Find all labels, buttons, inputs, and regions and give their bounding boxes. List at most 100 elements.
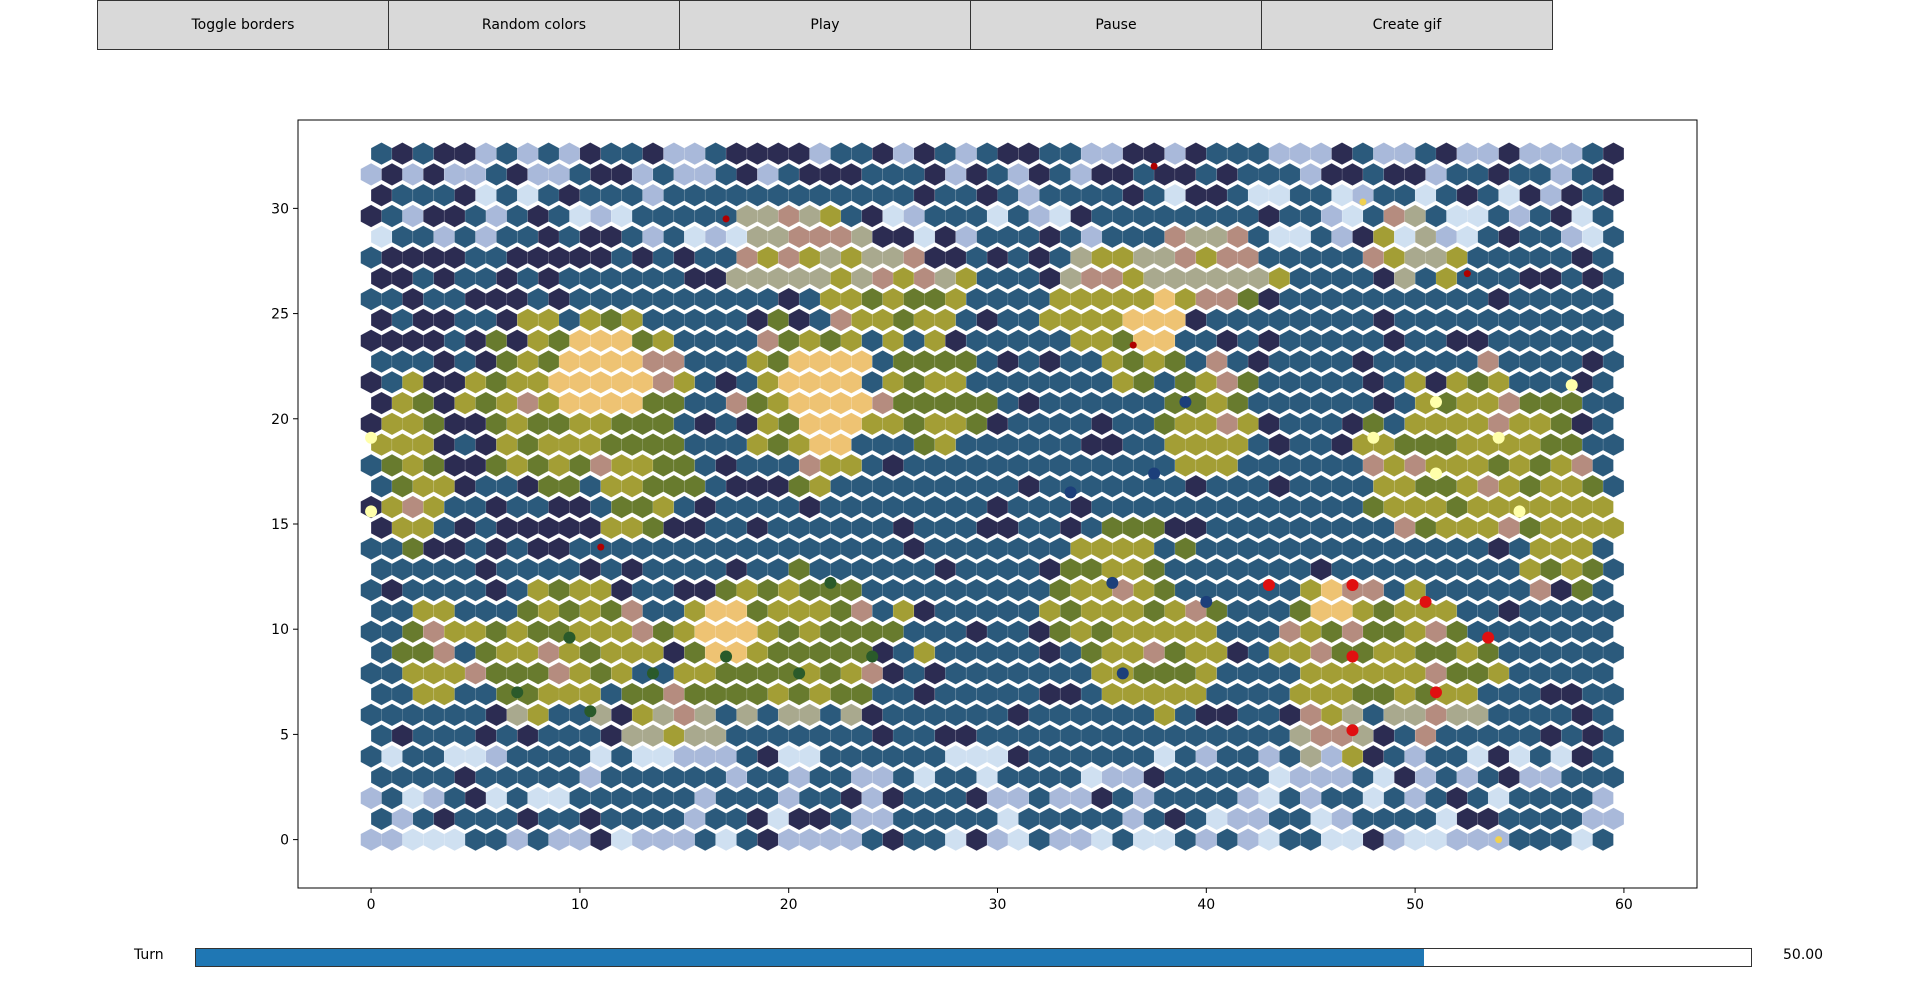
hex-tile <box>579 599 602 623</box>
hex-tile <box>694 578 716 602</box>
hex-tile <box>965 703 988 727</box>
hex-tile <box>610 828 633 852</box>
hex-tile <box>443 370 466 394</box>
hex-tile <box>955 266 977 290</box>
hex-tile <box>590 246 612 270</box>
hex-tile <box>777 453 800 477</box>
hex-tile <box>694 620 716 644</box>
hex-tile <box>1226 557 1249 581</box>
hex-tile <box>1143 433 1165 457</box>
hex-tile <box>944 661 967 685</box>
hex-tile <box>1456 724 1478 748</box>
random-colors-button[interactable]: Random colors <box>388 0 680 50</box>
hex-tile <box>1581 433 1604 457</box>
hex-tile <box>1383 412 1405 436</box>
hex-tile <box>777 578 800 602</box>
hex-tile <box>527 453 549 477</box>
city-marker <box>1463 270 1471 278</box>
hex-tile <box>736 828 758 852</box>
hex-tile <box>1394 225 1416 249</box>
hex-tile <box>746 350 769 374</box>
hex-tile <box>1143 682 1165 706</box>
hex-tile <box>903 453 925 477</box>
hex-tile <box>1352 350 1374 374</box>
hex-tile <box>1268 266 1291 290</box>
hex-tile <box>443 620 466 644</box>
hex-tile <box>663 350 685 374</box>
hex-tile <box>1550 620 1572 644</box>
hex-tile <box>851 266 873 290</box>
hex-tile <box>1561 557 1583 581</box>
hex-tile <box>683 516 706 540</box>
y-tick-label: 0 <box>280 833 289 849</box>
hex-tile <box>443 412 466 436</box>
hex-tile <box>454 391 476 415</box>
hex-tile <box>1362 744 1384 768</box>
hex-tile <box>1602 807 1625 831</box>
hex-tile <box>1226 641 1249 665</box>
hex-tile <box>1049 329 1071 353</box>
hex-tile <box>1498 641 1520 665</box>
hex-tile <box>1373 641 1395 665</box>
hex-tile <box>1404 661 1426 685</box>
hex-tile <box>1195 703 1217 727</box>
hex-tile <box>757 412 779 436</box>
hex-tile <box>1164 183 1186 207</box>
hex-tile <box>402 412 424 436</box>
hex-tile <box>1174 537 1197 561</box>
hex-tile <box>610 246 633 270</box>
hex-tile <box>1268 142 1291 166</box>
hex-tile <box>1300 453 1322 477</box>
hex-tile <box>861 744 883 768</box>
pause-button[interactable]: Pause <box>970 0 1262 50</box>
hex-tile <box>798 620 821 644</box>
hex-tile <box>903 620 925 644</box>
hex-tile <box>1310 557 1332 581</box>
hex-tile <box>475 391 497 415</box>
hex-tile <box>1540 308 1562 332</box>
hex-tile <box>1300 578 1322 602</box>
hex-tile <box>1550 162 1572 186</box>
hex-tile <box>443 329 466 353</box>
hex-tile <box>1352 765 1374 789</box>
hex-tile <box>1435 266 1458 290</box>
hex-tile <box>851 225 873 249</box>
hex-tile <box>1373 765 1395 789</box>
hex-tile <box>1206 516 1228 540</box>
hex-tile <box>1216 703 1238 727</box>
hex-tile <box>1404 537 1426 561</box>
hex-tile <box>683 183 706 207</box>
hex-tile <box>997 599 1019 623</box>
hex-tile <box>1206 266 1228 290</box>
hex-tile <box>986 537 1009 561</box>
hex-tile <box>1341 412 1364 436</box>
hex-tile <box>1477 308 1499 332</box>
hex-tile <box>1018 433 1040 457</box>
hex-tile <box>1320 744 1343 768</box>
hex-tile <box>1456 516 1478 540</box>
toggle-borders-button[interactable]: Toggle borders <box>97 0 389 50</box>
hex-tile <box>798 578 821 602</box>
hex-tile <box>1561 225 1583 249</box>
hex-tile <box>558 474 581 498</box>
hex-tile <box>402 661 424 685</box>
create-gif-button[interactable]: Create gif <box>1261 0 1553 50</box>
turn-slider[interactable] <box>195 948 1752 967</box>
hex-tile <box>1101 142 1123 166</box>
hex-tile <box>464 412 487 436</box>
hex-tile <box>454 516 476 540</box>
play-button[interactable]: Play <box>679 0 971 50</box>
hex-tile <box>725 308 748 332</box>
hex-tile <box>454 433 476 457</box>
hex-tile <box>579 225 602 249</box>
hex-tile <box>1289 308 1311 332</box>
hex-tile <box>736 246 758 270</box>
hex-tile <box>1508 620 1531 644</box>
turn-slider-fill[interactable] <box>196 949 1425 966</box>
hex-tile <box>516 183 539 207</box>
hex-tile <box>809 225 831 249</box>
hex-tile <box>934 266 957 290</box>
hex-tile <box>558 599 581 623</box>
hex-tile <box>412 765 435 789</box>
hex-tile <box>892 807 915 831</box>
